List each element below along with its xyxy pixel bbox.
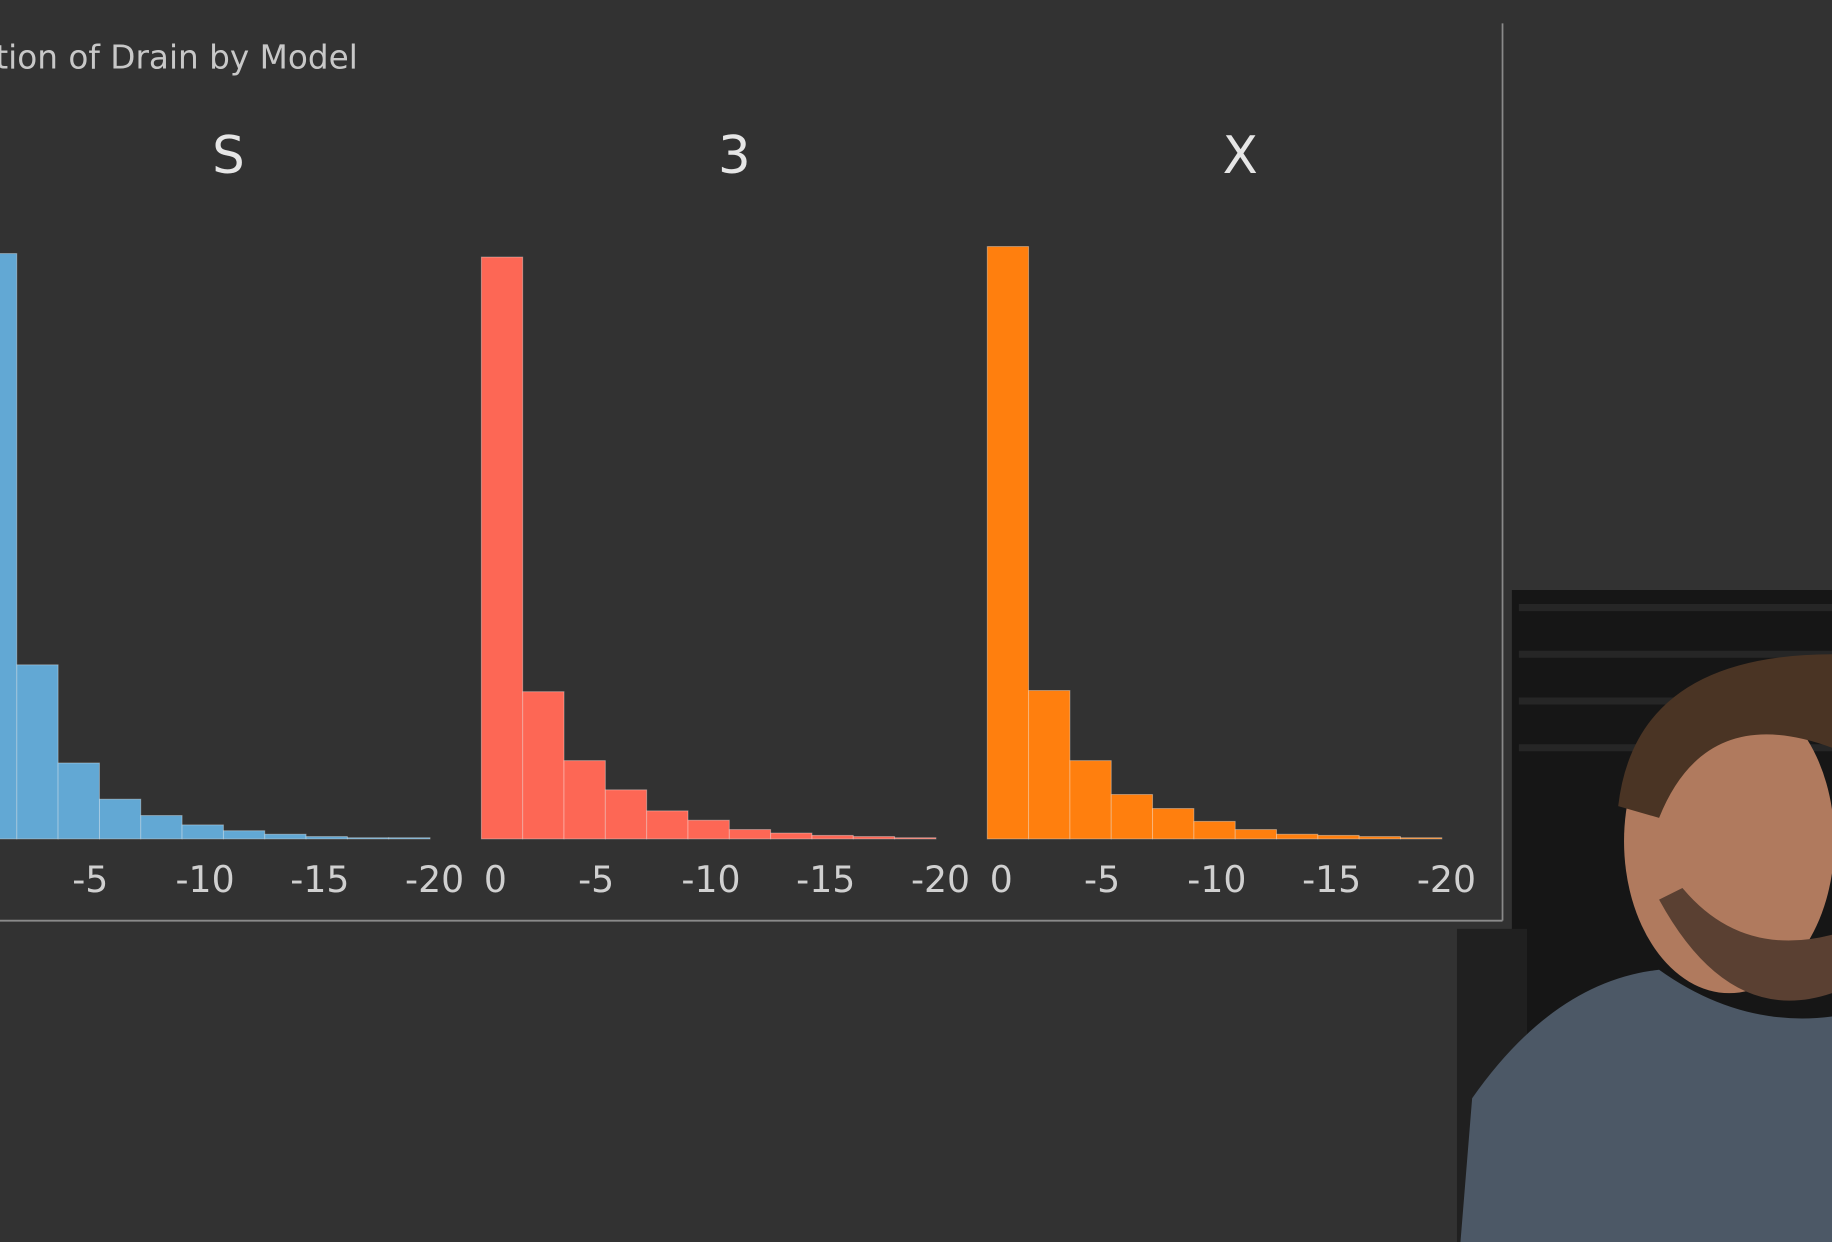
x-tick-label: 0 bbox=[484, 858, 507, 901]
x-tick-label: -15 bbox=[796, 858, 855, 901]
bar bbox=[728, 829, 772, 840]
bar bbox=[98, 798, 142, 840]
bar bbox=[894, 837, 937, 840]
bar bbox=[687, 819, 730, 840]
bar bbox=[0, 253, 18, 840]
chart-title: tion of Drain by Model bbox=[0, 39, 358, 77]
bar bbox=[1317, 834, 1360, 840]
x-tick-label: -10 bbox=[1187, 858, 1246, 901]
bar bbox=[1358, 836, 1401, 840]
bar bbox=[222, 830, 266, 840]
x-tick-label: 0 bbox=[0, 858, 1, 901]
x-tick-label: -10 bbox=[681, 858, 740, 901]
video-inset bbox=[1456, 590, 1832, 1242]
bar bbox=[1276, 833, 1319, 840]
x-tick-label: -20 bbox=[405, 858, 464, 901]
bar bbox=[852, 836, 896, 840]
bar bbox=[646, 810, 689, 840]
bar bbox=[264, 833, 307, 840]
bar bbox=[563, 760, 606, 840]
bar bbox=[604, 789, 648, 840]
bar bbox=[1152, 808, 1195, 840]
bar bbox=[305, 836, 348, 840]
bar bbox=[986, 246, 1030, 840]
x-tick-label: -5 bbox=[1084, 858, 1120, 901]
bar bbox=[1028, 690, 1071, 840]
bar bbox=[1110, 794, 1154, 840]
x-tick-label: -20 bbox=[911, 858, 970, 901]
bar bbox=[1400, 837, 1443, 840]
bar bbox=[480, 256, 524, 840]
bar bbox=[1069, 760, 1112, 840]
bar bbox=[522, 691, 565, 840]
x-tick-label: -10 bbox=[175, 858, 234, 901]
bar bbox=[811, 834, 854, 840]
panel-header: S bbox=[212, 126, 245, 186]
bar bbox=[388, 837, 431, 840]
bar bbox=[346, 837, 390, 840]
x-tick-label: -20 bbox=[1417, 858, 1476, 901]
x-tick-label: -5 bbox=[72, 858, 108, 901]
bar bbox=[16, 664, 59, 840]
x-tick-label: -5 bbox=[578, 858, 614, 901]
bar bbox=[1234, 829, 1278, 840]
bar bbox=[140, 815, 183, 840]
bar bbox=[770, 832, 813, 840]
bar bbox=[1193, 820, 1236, 840]
x-tick-label: 0 bbox=[990, 858, 1013, 901]
bar bbox=[57, 762, 100, 840]
panel-header: X bbox=[1223, 126, 1258, 186]
x-tick-label: -15 bbox=[290, 858, 349, 901]
panel-header: 3 bbox=[718, 126, 751, 186]
bar bbox=[181, 824, 224, 840]
x-tick-label: -15 bbox=[1302, 858, 1361, 901]
